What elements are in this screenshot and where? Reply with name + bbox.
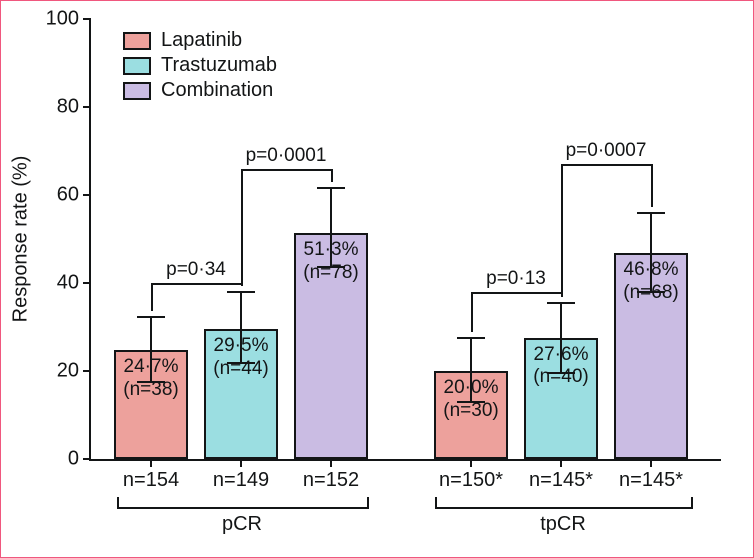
bar-pct-label: 51·3%	[304, 239, 359, 260]
y-tick-label: 60	[57, 184, 79, 207]
bar-n-label: (n=40)	[533, 366, 588, 387]
p-bracket	[151, 283, 243, 285]
x-tick	[330, 459, 332, 467]
y-tick	[83, 282, 91, 284]
legend: LapatinibTrastuzumabCombination	[119, 25, 283, 108]
bar-pct-label: 46·8%	[624, 259, 679, 280]
legend-swatch	[123, 82, 151, 100]
p-value-label: p=0·0001	[246, 145, 327, 167]
y-tick-label: 20	[57, 360, 79, 383]
bar-annotation: 46·8%(n=68)	[623, 259, 678, 305]
x-tick	[150, 459, 152, 467]
group-bracket-leg	[117, 497, 119, 507]
error-cap	[457, 337, 485, 339]
y-tick-label: 80	[57, 96, 79, 119]
p-bracket-leg	[151, 283, 153, 311]
legend-swatch	[123, 57, 151, 75]
bar-annotation: 29·5%(n=44)	[213, 335, 268, 381]
bar-annotation: 51·3%(n=78)	[303, 239, 358, 285]
p-value-label: p=0·13	[486, 268, 546, 290]
p-bracket-leg	[651, 164, 653, 206]
legend-label: Trastuzumab	[161, 54, 277, 77]
legend-item: Lapatinib	[123, 29, 277, 52]
bar-pct-label: 29·5%	[214, 335, 269, 356]
p-value-label: p=0·34	[166, 259, 226, 281]
error-cap	[637, 212, 665, 214]
bar-annotation: 24·7%(n=38)	[123, 356, 178, 402]
bar-n-label: (n=44)	[213, 358, 268, 379]
group-bracket	[435, 507, 693, 509]
bar-n-label: (n=38)	[123, 379, 178, 400]
p-bracket	[561, 164, 653, 166]
bar-sample-size: n=150*	[439, 469, 503, 492]
bar-n-label: (n=68)	[623, 282, 678, 303]
group-bracket	[117, 507, 369, 509]
bar-pct-label: 20·0%	[444, 377, 499, 398]
legend-label: Combination	[161, 79, 273, 102]
bar-sample-size: n=149	[213, 469, 269, 492]
x-tick	[240, 459, 242, 467]
x-tick	[470, 459, 472, 467]
bar-annotation: 27·6%(n=40)	[533, 344, 588, 390]
bar-pct-label: 24·7%	[124, 356, 179, 377]
bar-annotation: 20·0%(n=30)	[443, 377, 498, 423]
y-tick	[83, 458, 91, 460]
group-bracket-leg	[435, 497, 437, 507]
y-tick-label: 0	[68, 448, 79, 471]
chart-frame: Response rate (%) LapatinibTrastuzumabCo…	[0, 0, 754, 558]
bar-sample-size: n=154	[123, 469, 179, 492]
legend-item: Combination	[123, 79, 277, 102]
legend-swatch	[123, 32, 151, 50]
legend-label: Lapatinib	[161, 29, 242, 52]
plot-area: LapatinibTrastuzumabCombination 02040608…	[89, 19, 721, 461]
bar-n-label: (n=30)	[443, 400, 498, 421]
y-tick	[83, 18, 91, 20]
p-bracket-leg	[561, 164, 563, 297]
legend-item: Trastuzumab	[123, 54, 277, 77]
group-bracket-leg	[691, 497, 693, 507]
group-bracket-leg	[367, 497, 369, 507]
y-tick	[83, 194, 91, 196]
p-value-label: p=0·0007	[566, 140, 647, 162]
bar-sample-size: n=145*	[619, 469, 683, 492]
y-tick-label: 40	[57, 272, 79, 295]
p-bracket-leg	[471, 292, 473, 332]
bar-pct-label: 27·6%	[534, 344, 589, 365]
y-tick	[83, 106, 91, 108]
bar-n-label: (n=78)	[303, 262, 358, 283]
error-cap	[547, 302, 575, 304]
bar-sample-size: n=152	[303, 469, 359, 492]
error-cap	[227, 291, 255, 293]
group-label: pCR	[222, 513, 262, 536]
p-bracket-leg	[241, 169, 243, 286]
error-cap	[137, 316, 165, 318]
x-tick	[560, 459, 562, 467]
y-tick	[83, 370, 91, 372]
x-tick	[650, 459, 652, 467]
p-bracket	[471, 292, 563, 294]
bar-sample-size: n=145*	[529, 469, 593, 492]
group-label: tpCR	[540, 513, 586, 536]
y-axis-label: Response rate (%)	[10, 156, 33, 323]
p-bracket	[241, 169, 333, 171]
p-bracket-leg	[331, 169, 333, 183]
error-cap	[317, 187, 345, 189]
y-tick-label: 100	[46, 8, 79, 31]
